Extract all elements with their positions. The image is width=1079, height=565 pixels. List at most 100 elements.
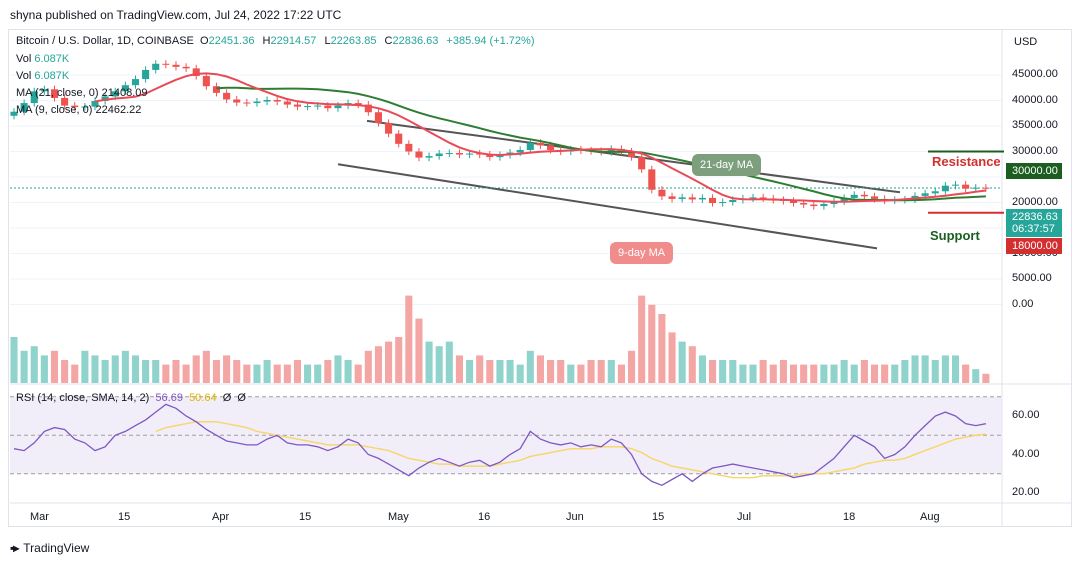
candle-body bbox=[921, 193, 929, 196]
volume-bar bbox=[354, 364, 362, 383]
x-tick-label: 18 bbox=[843, 511, 856, 523]
x-tick-label: 15 bbox=[652, 511, 665, 523]
footer-brand[interactable]: ▪︎▸ TradingView bbox=[10, 541, 89, 555]
volume-bar bbox=[972, 369, 980, 383]
volume-bar bbox=[810, 364, 818, 383]
x-tick-label: Jun bbox=[566, 511, 584, 523]
volume-bar bbox=[506, 360, 514, 383]
volume-bar bbox=[901, 360, 909, 383]
annotation-21-day-ma[interactable]: 21-day MA bbox=[692, 154, 762, 176]
candle-body bbox=[324, 105, 332, 109]
candle-body bbox=[40, 89, 48, 92]
support-label: Support bbox=[930, 228, 980, 243]
candle-body bbox=[364, 104, 372, 113]
volume-bar bbox=[607, 360, 615, 383]
rsi-tick-label: 60.00 bbox=[1012, 409, 1040, 421]
x-tick-label: May bbox=[388, 511, 409, 523]
vol-legend-2[interactable]: Vol 6.087K bbox=[16, 70, 70, 82]
high-value: 22914.57 bbox=[270, 35, 317, 47]
candle-body bbox=[466, 153, 474, 155]
rsi-legend[interactable]: RSI (14, close, SMA, 14, 2) 56.69 50.64 … bbox=[16, 392, 246, 404]
candle-body bbox=[273, 99, 281, 102]
x-tick-label: Jul bbox=[737, 511, 752, 523]
volume-bar bbox=[921, 355, 929, 383]
volume-bar bbox=[638, 295, 646, 383]
rsi-value: 56.69 bbox=[155, 392, 183, 404]
candle-body bbox=[121, 85, 129, 92]
volume-bar bbox=[162, 364, 170, 383]
candle-body bbox=[131, 79, 140, 86]
volume-bar bbox=[142, 360, 150, 383]
candle-body bbox=[233, 99, 241, 103]
vol-legend-1[interactable]: Vol 6.087K bbox=[16, 53, 70, 65]
volume-bar bbox=[688, 346, 696, 383]
candle-body bbox=[820, 204, 828, 207]
volume-bar bbox=[314, 364, 322, 383]
y-tick-label: 5000.00 bbox=[1012, 272, 1052, 284]
volume-bar bbox=[233, 360, 241, 383]
candle-body bbox=[860, 194, 868, 197]
volume-bar bbox=[800, 364, 808, 383]
volume-bar bbox=[71, 364, 79, 383]
candle-body bbox=[455, 153, 463, 155]
candle-body bbox=[61, 97, 69, 106]
ma21-legend[interactable]: MA (21, close, 0) 21408.09 bbox=[16, 87, 148, 99]
candle-body bbox=[526, 142, 534, 150]
volume-bar bbox=[395, 337, 403, 383]
volume-bar bbox=[911, 355, 919, 383]
candle-body bbox=[547, 145, 555, 150]
volume-bar bbox=[435, 346, 443, 383]
volume-bar bbox=[172, 360, 180, 383]
volume-bar bbox=[263, 360, 271, 383]
volume-bar bbox=[212, 360, 221, 383]
candle-body bbox=[425, 156, 433, 158]
candle-body bbox=[142, 69, 150, 80]
volume-bar bbox=[40, 355, 48, 383]
candle-body bbox=[263, 99, 271, 102]
tradingview-logo-icon: ▪︎▸ bbox=[10, 541, 19, 555]
candle-body bbox=[283, 101, 291, 105]
volume-bar bbox=[516, 364, 524, 383]
ma9-legend[interactable]: MA (9, close, 0) 22462.22 bbox=[16, 104, 142, 116]
candle-body bbox=[223, 92, 231, 100]
x-tick-label: Aug bbox=[920, 511, 940, 523]
annotation-9-day-ma[interactable]: 9-day MA bbox=[610, 242, 674, 264]
y-tick-label: 20000.00 bbox=[1012, 195, 1058, 208]
volume-bar bbox=[304, 364, 312, 383]
candle-body bbox=[516, 149, 524, 153]
volume-bar bbox=[152, 360, 160, 383]
symbol-legend[interactable]: Bitcoin / U.S. Dollar, 1D, COINBASE O224… bbox=[16, 35, 535, 47]
candle-body bbox=[182, 66, 190, 69]
candle-body bbox=[374, 112, 382, 123]
candle-body bbox=[658, 189, 666, 197]
volume-bar bbox=[941, 355, 949, 383]
volume-bar bbox=[820, 364, 828, 383]
ma9-line bbox=[94, 72, 987, 203]
volume-bar bbox=[425, 341, 433, 383]
y-tick-label: 0.00 bbox=[1012, 297, 1034, 310]
volume-bar bbox=[536, 355, 544, 383]
candle-body bbox=[435, 153, 443, 157]
candle-body bbox=[81, 106, 89, 108]
volume-bar bbox=[121, 350, 129, 383]
volume-bar bbox=[547, 360, 555, 383]
volume-bar bbox=[668, 332, 676, 383]
candle-body bbox=[607, 148, 615, 153]
y-tick-label: 40000.00 bbox=[1012, 93, 1058, 106]
candle-body bbox=[415, 151, 423, 158]
volume-bar bbox=[243, 364, 251, 383]
candle-body bbox=[951, 184, 960, 186]
candle-body bbox=[972, 187, 980, 189]
volume-bar bbox=[708, 360, 717, 383]
candle-body bbox=[445, 153, 453, 155]
volume-bar bbox=[769, 364, 777, 383]
volume-bar bbox=[385, 341, 393, 383]
candle-body bbox=[101, 96, 109, 102]
volume-bar bbox=[344, 360, 352, 383]
volume-bar bbox=[749, 364, 757, 383]
volume-bar bbox=[526, 350, 534, 383]
volume-bar bbox=[496, 360, 504, 383]
candle-body bbox=[840, 197, 848, 202]
volume-bar bbox=[111, 355, 119, 383]
